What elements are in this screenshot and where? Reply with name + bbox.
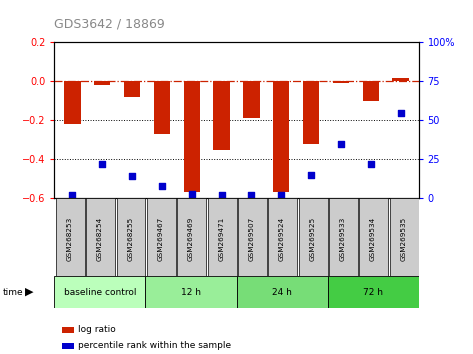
Bar bbox=[94, 81, 110, 85]
Point bbox=[367, 161, 375, 167]
Bar bbox=[86, 198, 115, 276]
Bar bbox=[363, 81, 379, 101]
Text: log ratio: log ratio bbox=[78, 325, 116, 334]
Bar bbox=[243, 81, 260, 118]
Bar bbox=[146, 276, 236, 308]
Text: GSM269525: GSM269525 bbox=[309, 217, 315, 261]
Text: GSM268253: GSM268253 bbox=[67, 217, 72, 261]
Bar bbox=[213, 81, 230, 149]
Text: GSM268255: GSM268255 bbox=[127, 217, 133, 261]
Point bbox=[158, 183, 166, 189]
Bar bbox=[124, 81, 140, 97]
Bar bbox=[61, 327, 74, 333]
Point bbox=[128, 173, 136, 179]
Text: 24 h: 24 h bbox=[272, 287, 292, 297]
Bar bbox=[184, 81, 200, 193]
Text: baseline control: baseline control bbox=[64, 287, 136, 297]
Bar bbox=[236, 276, 327, 308]
Text: percentile rank within the sample: percentile rank within the sample bbox=[78, 341, 231, 350]
Text: GSM269535: GSM269535 bbox=[401, 217, 406, 261]
Text: GSM269524: GSM269524 bbox=[279, 217, 285, 261]
Point bbox=[307, 172, 315, 178]
Bar bbox=[208, 198, 236, 276]
Bar bbox=[298, 198, 327, 276]
Bar bbox=[177, 198, 206, 276]
Bar bbox=[147, 198, 176, 276]
Text: 12 h: 12 h bbox=[181, 287, 201, 297]
Text: GSM269534: GSM269534 bbox=[370, 217, 376, 261]
Text: GSM269471: GSM269471 bbox=[219, 217, 224, 261]
Point bbox=[278, 192, 285, 198]
Point bbox=[337, 141, 345, 147]
Bar bbox=[116, 198, 146, 276]
Bar bbox=[333, 81, 349, 84]
Point bbox=[397, 110, 404, 115]
Text: GSM269467: GSM269467 bbox=[158, 217, 164, 261]
Bar bbox=[268, 198, 297, 276]
Bar bbox=[238, 198, 267, 276]
Text: GSM269507: GSM269507 bbox=[249, 217, 254, 261]
Bar bbox=[359, 198, 388, 276]
Text: ▶: ▶ bbox=[25, 287, 34, 297]
Bar bbox=[393, 78, 409, 81]
Text: GSM268254: GSM268254 bbox=[97, 217, 103, 261]
Bar bbox=[390, 198, 419, 276]
Text: GSM269533: GSM269533 bbox=[340, 217, 346, 261]
Text: GSM269469: GSM269469 bbox=[188, 217, 194, 261]
Text: GDS3642 / 18869: GDS3642 / 18869 bbox=[54, 18, 165, 31]
Bar bbox=[327, 276, 419, 308]
Bar bbox=[273, 81, 289, 193]
Bar bbox=[61, 343, 74, 349]
Point bbox=[248, 192, 255, 198]
Text: time: time bbox=[2, 287, 23, 297]
Bar bbox=[329, 198, 358, 276]
Text: 72 h: 72 h bbox=[363, 287, 383, 297]
Bar bbox=[54, 276, 146, 308]
Point bbox=[98, 161, 106, 167]
Bar bbox=[56, 198, 85, 276]
Bar bbox=[154, 81, 170, 134]
Point bbox=[69, 192, 76, 198]
Point bbox=[188, 191, 195, 196]
Bar bbox=[64, 81, 80, 124]
Point bbox=[218, 192, 225, 198]
Bar bbox=[303, 81, 319, 144]
